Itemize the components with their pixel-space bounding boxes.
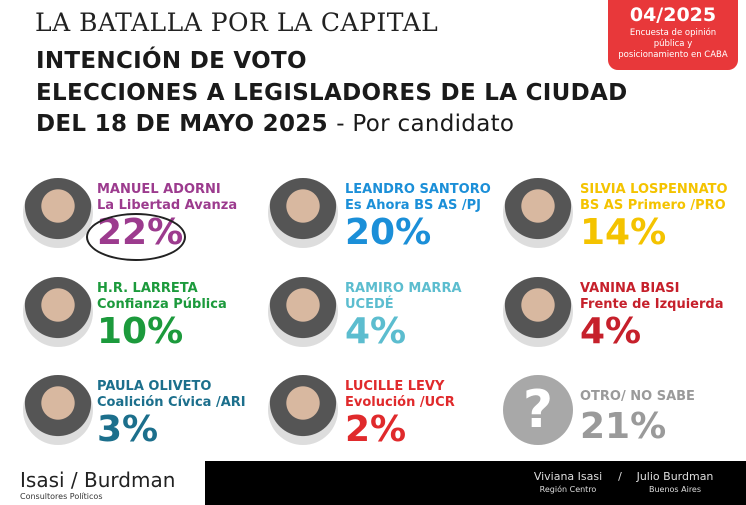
candidate-party: BS AS Primero /PRO: [580, 198, 726, 213]
candidate-party: La Libertad Avanza: [97, 198, 238, 213]
candidate-name: H.R. LARRETA: [97, 281, 198, 296]
highlight-circle: [86, 213, 186, 261]
candidate-photo: [268, 277, 338, 347]
candidate-percentage: 20%: [345, 212, 432, 253]
candidate-name: OTRO/ NO SABE: [580, 389, 695, 404]
footer-region-1: Región Centro: [539, 485, 597, 494]
candidate-name: MANUEL ADORNI: [97, 182, 221, 197]
brand-logo: Isasi / Burdman: [20, 468, 176, 492]
badge-text: Encuesta de opinión pública y posicionam…: [618, 28, 728, 60]
candidate-percentage: 2%: [345, 409, 407, 450]
footer-region-2: Buenos Aires: [648, 485, 702, 494]
kicker-title: LA BATALLA POR LA CAPITAL: [35, 8, 439, 37]
candidate-photo: [503, 178, 573, 248]
candidate-photo: [23, 375, 93, 445]
candidate-name: LUCILLE LEVY: [345, 379, 445, 394]
headline-sub: - Por candidato: [336, 111, 515, 137]
candidate-name: LEANDRO SANTORO: [345, 182, 491, 197]
candidate-party: Evolución /UCR: [345, 395, 455, 410]
question-mark-icon: ?: [503, 375, 573, 445]
candidate-party: Es Ahora BS AS /PJ: [345, 198, 481, 213]
candidate-photo: [503, 277, 573, 347]
candidate-name: RAMIRO MARRA: [345, 281, 462, 296]
candidate-percentage: 21%: [580, 406, 667, 447]
candidate-party: Coalición Cívica /ARI: [97, 395, 246, 410]
candidate-percentage: 10%: [97, 311, 184, 352]
candidate-name: SILVIA LOSPENNATO: [580, 182, 728, 197]
candidate-name: VANINA BIASI: [580, 281, 680, 296]
badge-date: 04/2025: [629, 4, 717, 26]
footer-person-2: Julio Burdman: [636, 470, 714, 483]
candidate-party: UCEDÉ: [345, 297, 394, 312]
candidate-percentage: 14%: [580, 212, 667, 253]
candidate-percentage: 4%: [580, 311, 642, 352]
candidate-party: Frente de Izquierda: [580, 297, 724, 312]
candidate-photo: [268, 375, 338, 445]
headline-1: INTENCIÓN DE VOTO: [36, 48, 307, 74]
headline-2: ELECCIONES A LEGISLADORES DE LA CIUDAD: [36, 80, 628, 106]
candidate-name: PAULA OLIVETO: [97, 379, 212, 394]
footer-person-1: Viviana Isasi: [533, 470, 603, 483]
footer-bar: Viviana Isasi Región Centro / Julio Burd…: [205, 461, 746, 505]
candidate-photo: [23, 277, 93, 347]
candidate-percentage: 3%: [97, 409, 159, 450]
date-badge: 04/2025 Encuesta de opinión pública y po…: [608, 0, 738, 70]
footer-separator: /: [618, 470, 622, 483]
candidate-photo: [23, 178, 93, 248]
brand-subtitle: Consultores Políticos: [20, 492, 103, 501]
candidate-photo: [268, 178, 338, 248]
candidate-party: Confianza Pública: [97, 297, 227, 312]
candidate-percentage: 4%: [345, 311, 407, 352]
headline-3: DEL 18 DE MAYO 2025 - Por candidato: [36, 111, 514, 137]
headline-date: DEL 18 DE MAYO 2025: [36, 111, 328, 137]
